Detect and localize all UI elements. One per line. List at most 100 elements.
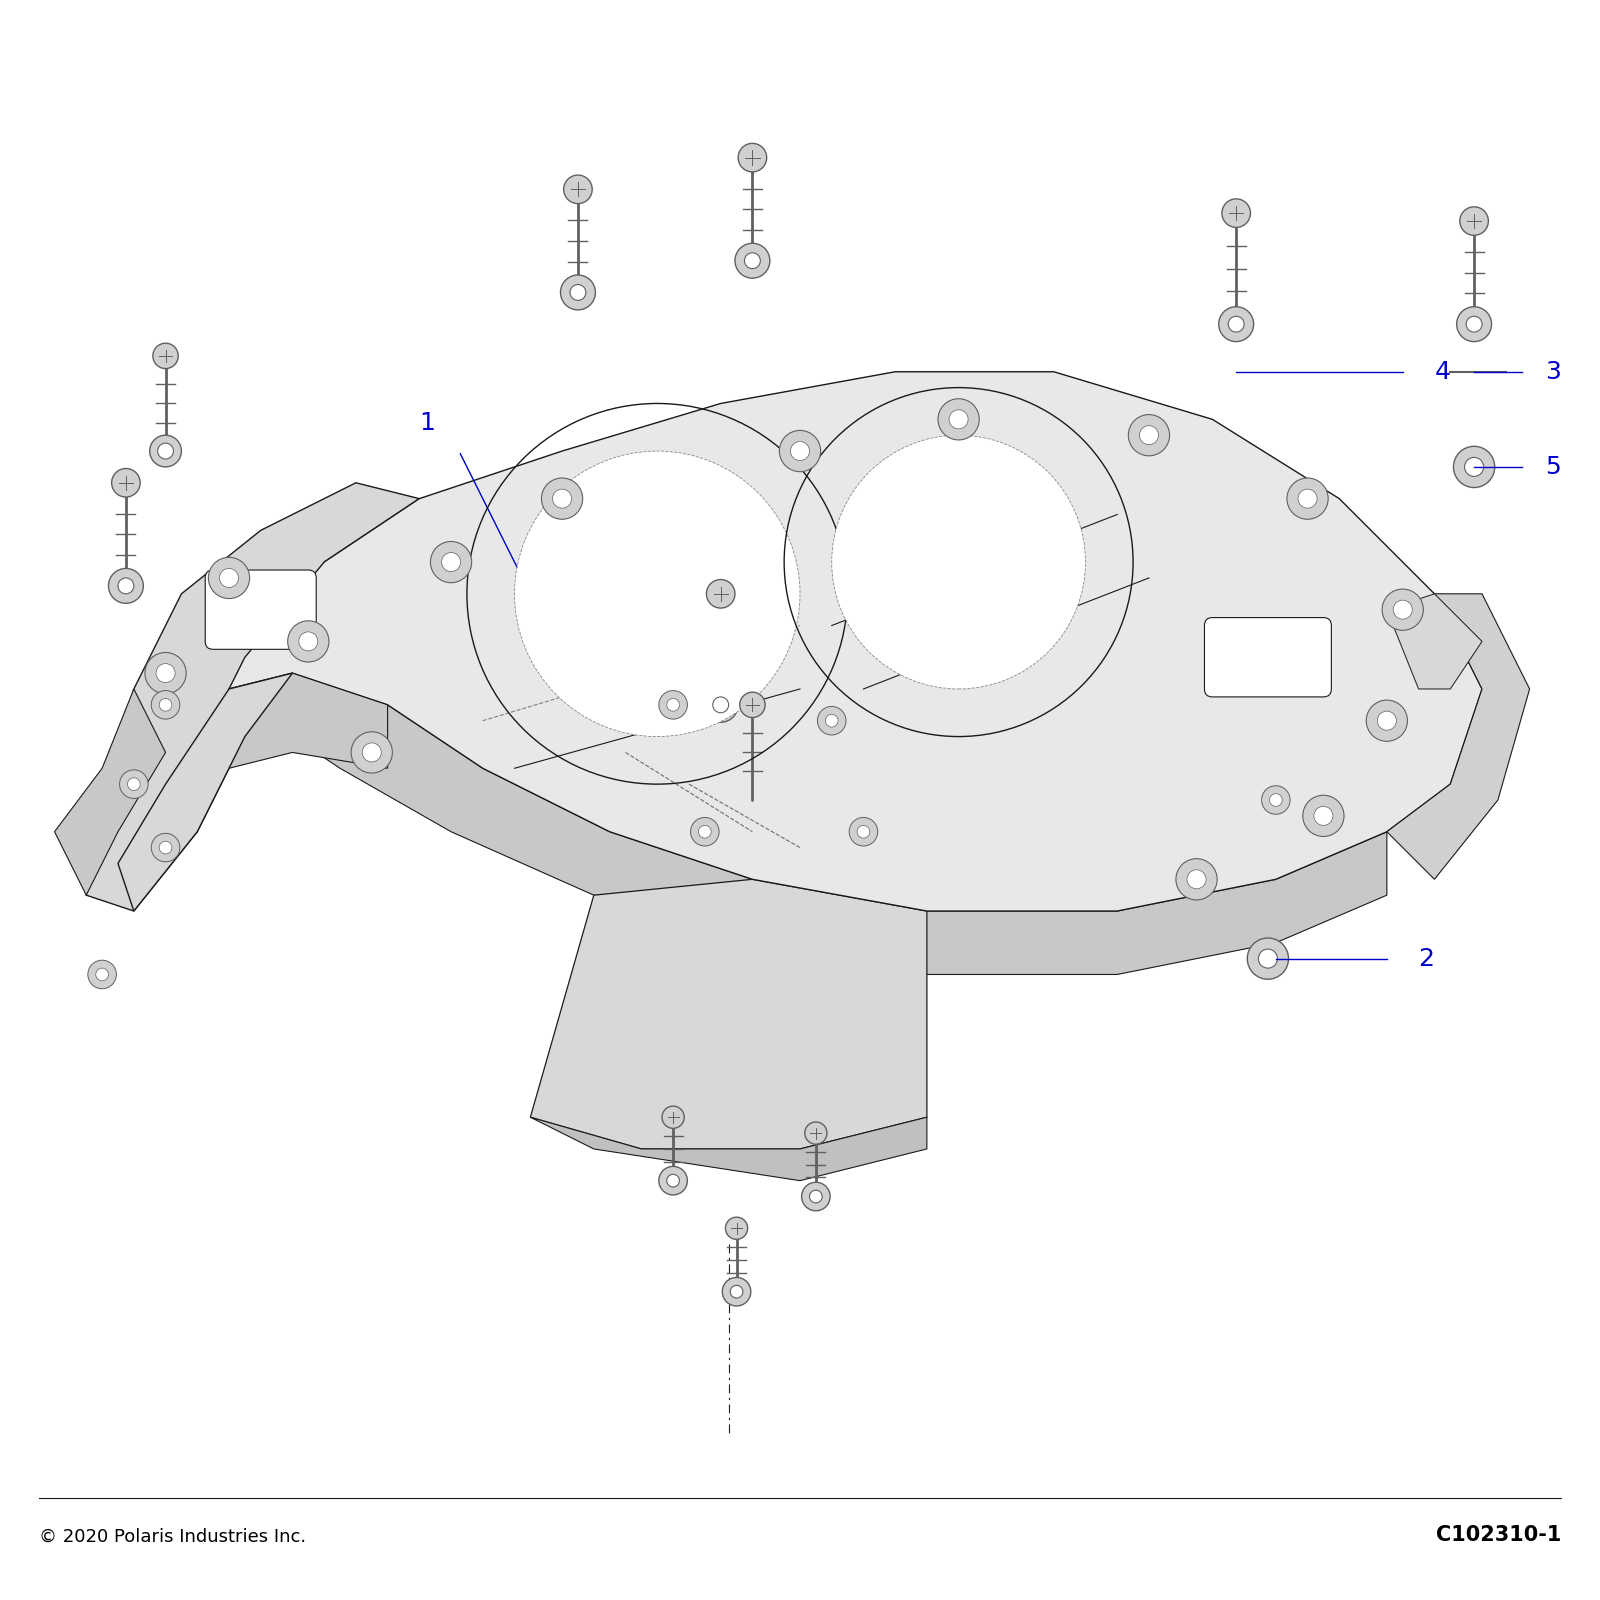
FancyBboxPatch shape (205, 570, 317, 650)
Circle shape (219, 568, 238, 587)
Circle shape (96, 968, 109, 981)
Circle shape (1176, 859, 1218, 899)
Circle shape (779, 430, 821, 472)
Circle shape (563, 174, 592, 203)
Circle shape (739, 693, 765, 717)
Text: 3: 3 (1546, 360, 1562, 384)
Circle shape (152, 691, 179, 718)
Circle shape (152, 834, 179, 862)
Circle shape (699, 826, 710, 838)
Circle shape (158, 443, 173, 459)
Circle shape (790, 442, 810, 461)
Text: 2: 2 (1419, 947, 1435, 971)
Circle shape (1269, 794, 1282, 806)
Circle shape (1366, 701, 1408, 741)
Circle shape (1302, 795, 1344, 837)
Circle shape (805, 1122, 827, 1144)
Circle shape (1394, 600, 1413, 619)
Circle shape (712, 698, 728, 712)
Text: © 2020 Polaris Industries Inc.: © 2020 Polaris Industries Inc. (38, 1528, 306, 1546)
Circle shape (515, 451, 800, 736)
Circle shape (707, 579, 734, 608)
Polygon shape (229, 674, 387, 768)
Circle shape (430, 541, 472, 582)
Circle shape (725, 1218, 747, 1240)
Circle shape (1314, 806, 1333, 826)
Text: 1: 1 (419, 411, 435, 435)
Circle shape (128, 778, 141, 790)
Circle shape (109, 568, 144, 603)
Circle shape (1139, 426, 1158, 445)
Polygon shape (293, 674, 1387, 974)
Circle shape (722, 1277, 750, 1306)
Circle shape (1466, 317, 1482, 333)
Circle shape (818, 707, 846, 734)
Circle shape (1219, 307, 1254, 342)
Circle shape (362, 742, 381, 762)
Circle shape (662, 1106, 685, 1128)
Circle shape (826, 714, 838, 726)
Circle shape (858, 826, 870, 838)
Circle shape (802, 1182, 830, 1211)
Circle shape (744, 253, 760, 269)
Polygon shape (530, 880, 926, 1149)
Circle shape (112, 469, 141, 498)
Circle shape (120, 770, 149, 798)
Text: 4: 4 (1435, 360, 1451, 384)
Circle shape (442, 552, 461, 571)
Circle shape (88, 960, 117, 989)
Circle shape (541, 478, 582, 520)
Circle shape (667, 699, 680, 710)
Circle shape (938, 398, 979, 440)
Circle shape (560, 275, 595, 310)
Circle shape (949, 410, 968, 429)
Polygon shape (530, 1117, 926, 1181)
Circle shape (691, 818, 718, 846)
Circle shape (1298, 490, 1317, 509)
Circle shape (1128, 414, 1170, 456)
Circle shape (160, 842, 171, 854)
Circle shape (1222, 198, 1251, 227)
Circle shape (150, 435, 181, 467)
Circle shape (1464, 458, 1483, 477)
Polygon shape (86, 483, 419, 910)
Circle shape (1248, 938, 1288, 979)
Circle shape (157, 664, 174, 683)
Polygon shape (1387, 594, 1482, 690)
Circle shape (730, 1285, 742, 1298)
Polygon shape (1387, 594, 1530, 880)
Circle shape (1261, 786, 1290, 814)
Circle shape (1286, 478, 1328, 520)
Circle shape (350, 731, 392, 773)
Circle shape (160, 699, 171, 710)
Polygon shape (54, 690, 165, 894)
Circle shape (1378, 710, 1397, 730)
Circle shape (288, 621, 330, 662)
Circle shape (208, 557, 250, 598)
Circle shape (832, 435, 1085, 690)
Text: 5: 5 (1546, 454, 1562, 478)
Polygon shape (118, 674, 293, 910)
Circle shape (1258, 949, 1277, 968)
Circle shape (570, 285, 586, 301)
Circle shape (299, 632, 318, 651)
FancyBboxPatch shape (1205, 618, 1331, 698)
Circle shape (1229, 317, 1245, 333)
Circle shape (738, 144, 766, 171)
Circle shape (659, 691, 688, 718)
Polygon shape (229, 371, 1482, 910)
Circle shape (810, 1190, 822, 1203)
Circle shape (552, 490, 571, 509)
Circle shape (1456, 307, 1491, 342)
Circle shape (659, 1166, 688, 1195)
Text: C102310-1: C102310-1 (1435, 1525, 1562, 1546)
Circle shape (146, 653, 186, 694)
Circle shape (850, 818, 878, 846)
Circle shape (154, 342, 178, 368)
Circle shape (667, 1174, 680, 1187)
Circle shape (1453, 446, 1494, 488)
Circle shape (118, 578, 134, 594)
Circle shape (1382, 589, 1424, 630)
Circle shape (1187, 870, 1206, 890)
Circle shape (734, 243, 770, 278)
